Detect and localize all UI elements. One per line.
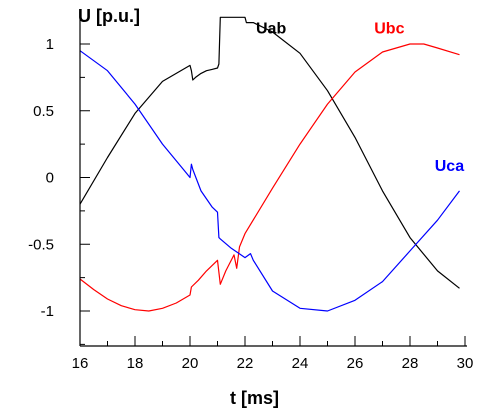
x-tick-label: 20 bbox=[182, 355, 199, 372]
series-line-ubc bbox=[79, 43, 460, 312]
x-tick-label: 30 bbox=[457, 355, 474, 372]
x-axis-title: t [ms] bbox=[230, 388, 279, 408]
series-layer bbox=[79, 16, 460, 312]
y-axis-title: U [p.u.] bbox=[78, 6, 140, 26]
series-label-uca: Uca bbox=[435, 158, 464, 175]
x-tick-label: 18 bbox=[127, 355, 144, 372]
y-tick-label: 0 bbox=[46, 170, 54, 187]
y-tick-label: 0.5 bbox=[33, 103, 54, 120]
x-tick-label: 16 bbox=[72, 355, 89, 372]
y-tick-label: -0.5 bbox=[28, 236, 54, 253]
x-tick-label: 26 bbox=[347, 355, 364, 372]
series-label-ubc: Ubc bbox=[374, 20, 404, 37]
axes-layer bbox=[79, 12, 467, 347]
series-labels-layer: Uab Ubc Uca bbox=[256, 20, 464, 175]
series-line-uab bbox=[79, 16, 460, 289]
x-tick-label: 22 bbox=[237, 355, 254, 372]
series-label-uab: Uab bbox=[256, 20, 286, 37]
series-line-uca bbox=[79, 50, 460, 312]
x-tick-label: 28 bbox=[402, 355, 419, 372]
y-tick-label: -1 bbox=[41, 303, 54, 320]
y-tick-label: 1 bbox=[46, 36, 54, 53]
x-tick-label: 24 bbox=[292, 355, 309, 372]
ticks-layer: 16 18 20 22 24 26 28 30 1 0.5 0 -0.5 -1 bbox=[28, 36, 473, 372]
